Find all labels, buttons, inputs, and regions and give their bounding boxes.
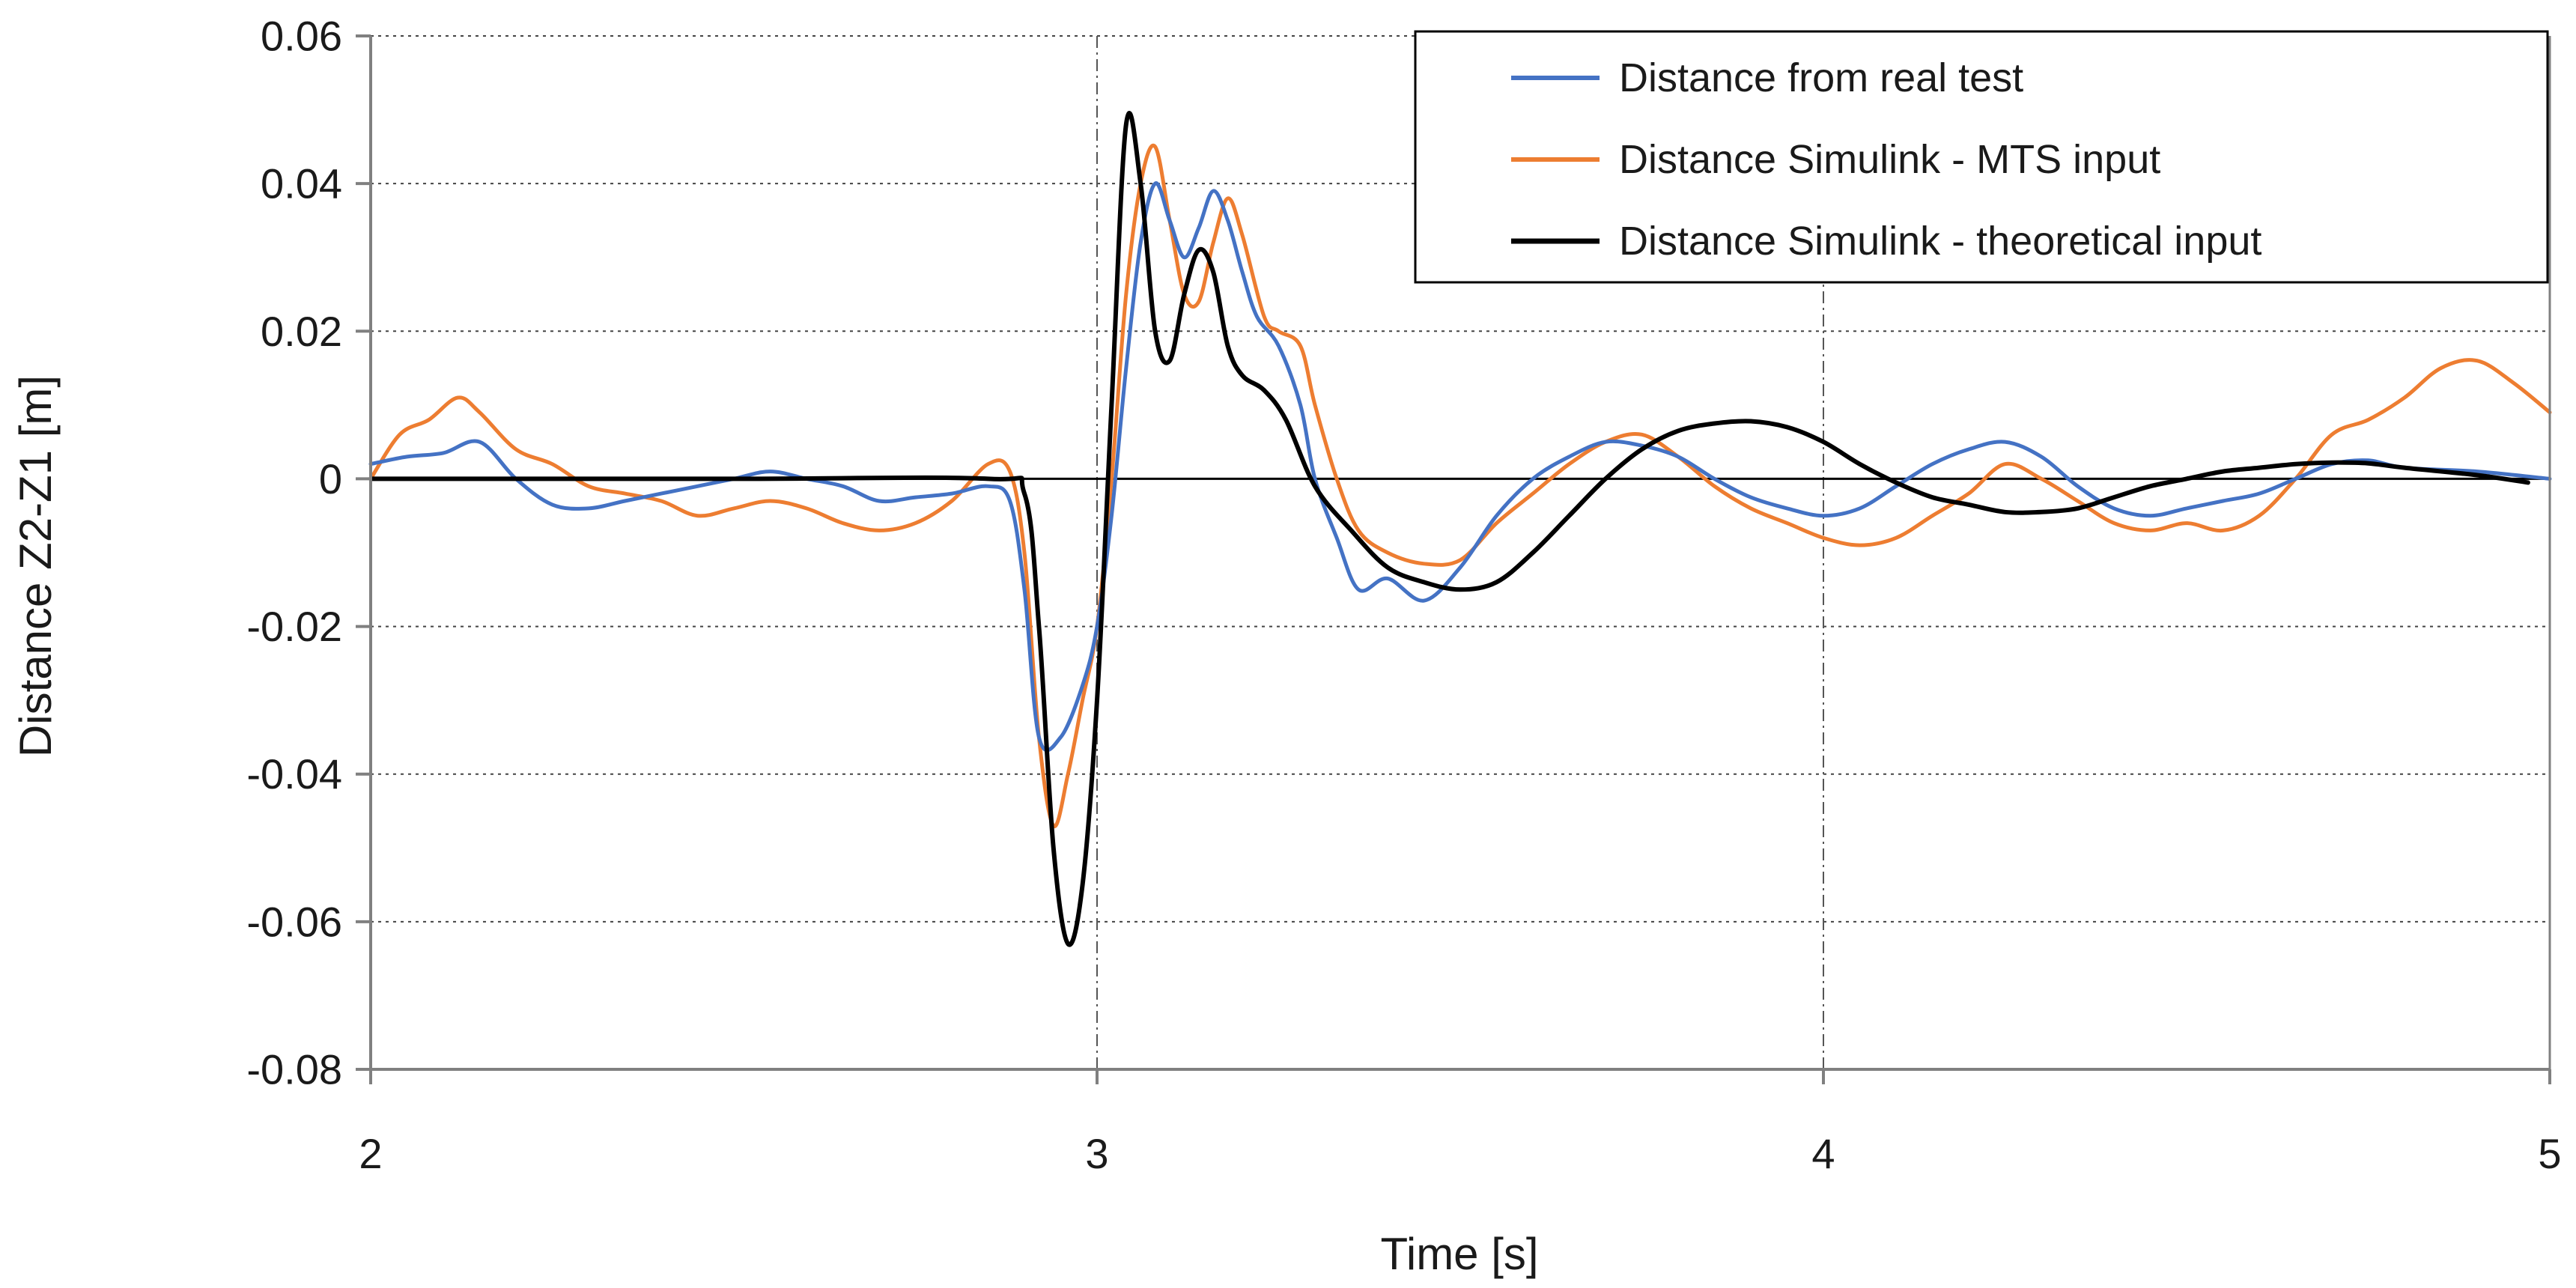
legend-label-0: Distance from real test xyxy=(1619,55,2023,100)
x-tick-label-3: 5 xyxy=(2538,1130,2561,1177)
y-tick-label-4: -0.02 xyxy=(246,603,342,650)
y-tick-label-1: 0.04 xyxy=(261,160,342,207)
x-tick-label-2: 4 xyxy=(1811,1130,1835,1177)
series-line-2 xyxy=(368,111,2530,947)
y-tick-label-3: 0 xyxy=(319,455,342,502)
y-tick-label-2: 0.02 xyxy=(261,308,342,355)
y-tick-label-5: -0.04 xyxy=(246,750,342,798)
y-tick-labels: 0.06 0.04 0.02 0 -0.02 -0.04 -0.06 -0.08 xyxy=(246,13,342,1093)
series-line-0 xyxy=(368,181,2552,753)
legend-label-2: Distance Simulink - theoretical input xyxy=(1619,219,2261,264)
y-axis-title: Distance Z2-Z1 [m] xyxy=(10,375,61,757)
x-axis-title: Time [s] xyxy=(1380,1229,1538,1279)
x-tick-label-1: 3 xyxy=(1085,1130,1108,1177)
series-layer xyxy=(368,111,2552,947)
series-line-1 xyxy=(368,143,2552,829)
legend-box xyxy=(1414,30,2549,284)
y-tick-label-7: -0.08 xyxy=(246,1046,342,1093)
axes xyxy=(356,34,2551,1084)
x-tick-labels: 2 3 4 5 xyxy=(359,1130,2561,1177)
y-tick-label-0: 0.06 xyxy=(261,13,342,60)
x-tick-label-0: 2 xyxy=(359,1130,382,1177)
y-tick-label-6: -0.06 xyxy=(246,898,342,945)
legend-label-1: Distance Simulink - MTS input xyxy=(1619,137,2160,182)
legend: Distance from real test Distance Simulink… xyxy=(1414,30,2549,284)
